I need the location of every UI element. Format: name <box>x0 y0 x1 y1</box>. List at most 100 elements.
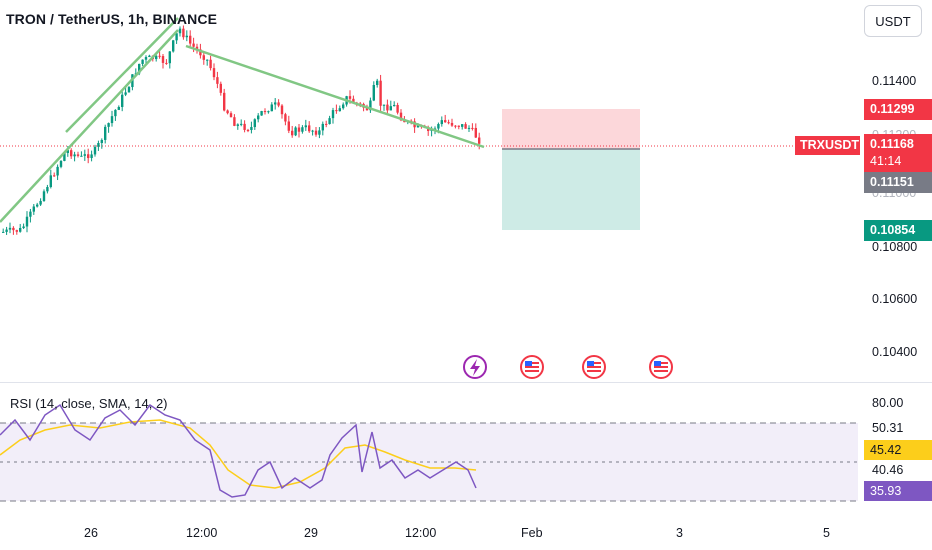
rsi-line <box>0 403 477 498</box>
candle-body <box>63 152 66 161</box>
candle-body <box>284 114 287 122</box>
candle-body <box>464 124 467 129</box>
candle-body <box>372 85 375 101</box>
entry-price-tag: 0.11151 <box>864 172 932 193</box>
take-profit-zone[interactable] <box>502 149 640 230</box>
candle-body <box>12 227 15 231</box>
candle-body <box>144 57 148 60</box>
candle-body <box>178 28 182 34</box>
candle-body <box>461 124 464 127</box>
candle-body <box>379 80 382 106</box>
stop-loss-zone[interactable] <box>502 109 640 149</box>
price-tick: 0.10600 <box>872 292 918 306</box>
candle-body <box>280 105 284 115</box>
candle-body <box>42 191 46 201</box>
candle-body <box>161 56 165 63</box>
candle-body <box>437 124 440 129</box>
time-tick: Feb <box>521 526 543 540</box>
stop-loss-price-tag: 0.11299 <box>864 99 932 120</box>
candle-body <box>450 122 454 126</box>
candle-body <box>56 166 59 176</box>
candle-body <box>396 104 399 113</box>
currency-button[interactable]: USDT <box>864 5 922 37</box>
time-tick: 26 <box>84 526 98 540</box>
candle-body <box>352 98 355 103</box>
candle-body <box>192 43 195 47</box>
candle-body <box>46 187 49 192</box>
us-flag-event-icon[interactable] <box>582 355 606 379</box>
candle-body <box>39 200 42 205</box>
candle-body <box>148 55 151 58</box>
candle-body <box>158 55 161 57</box>
candles <box>2 25 481 235</box>
rsi-tick: 50.31 <box>872 421 904 435</box>
candle-body <box>185 35 188 38</box>
time-tick: 12:00 <box>186 526 218 540</box>
candle-body <box>87 154 90 159</box>
candle-body <box>294 127 297 136</box>
candle-body <box>382 104 386 106</box>
candle-body <box>155 55 158 60</box>
candle-body <box>206 59 209 61</box>
candle-body <box>76 154 80 156</box>
candle-body <box>212 68 216 78</box>
trendline-lower[interactable] <box>0 29 179 223</box>
candle-body <box>236 124 239 126</box>
candle-body <box>311 130 314 132</box>
candle-body <box>257 115 260 120</box>
us-flag-event-icon[interactable] <box>520 355 544 379</box>
candle-body <box>93 146 97 155</box>
candle-body <box>172 40 175 52</box>
symbol-title: TRON / TetherUS, 1h, BINANCE <box>6 11 218 27</box>
candle-body <box>66 150 69 153</box>
candle-body <box>263 111 267 113</box>
candle-body <box>321 123 324 131</box>
candle-body <box>202 55 205 60</box>
trendline-upper[interactable] <box>65 17 179 133</box>
candle-body <box>90 154 93 159</box>
candle-body <box>32 206 35 212</box>
candle-body <box>243 123 246 130</box>
candle-body <box>107 123 110 127</box>
rsi-legend[interactable]: RSI (14, close, SMA, 14, 2) <box>10 396 168 411</box>
candle-body <box>22 226 25 228</box>
us-flag-event-icon[interactable] <box>649 355 673 379</box>
candle-body <box>53 175 56 177</box>
candle-body <box>474 127 477 138</box>
lightning-event-icon[interactable] <box>463 355 487 379</box>
candle-body <box>287 121 290 131</box>
candle-body <box>100 139 103 144</box>
candle-body <box>15 230 18 232</box>
candle-body <box>121 94 124 107</box>
candle-body <box>5 229 8 232</box>
price-tick: 0.11400 <box>872 74 917 88</box>
candle-body <box>182 28 185 38</box>
candle-body <box>246 129 250 131</box>
time-tick: 5 <box>823 526 830 540</box>
candle-body <box>328 118 331 125</box>
candle-body <box>393 104 396 107</box>
candle-body <box>250 127 253 131</box>
candle-body <box>80 155 83 157</box>
candle-body <box>104 126 107 140</box>
candle-body <box>348 96 352 99</box>
candle-body <box>318 130 321 135</box>
candle-body <box>216 77 219 84</box>
pane-divider[interactable] <box>0 382 932 383</box>
candle-body <box>478 137 481 144</box>
candle-body <box>467 127 471 129</box>
candle-body <box>49 175 52 188</box>
candle-body <box>2 231 5 233</box>
candle-body <box>229 113 233 118</box>
candle-body <box>29 211 32 217</box>
time-tick: 3 <box>676 526 683 540</box>
candle-body <box>338 108 341 112</box>
trendline-down[interactable] <box>185 44 485 149</box>
current-price-tag: 0.11168 41:14 <box>864 134 932 172</box>
candle-body <box>199 49 202 56</box>
rsi-tick: 80.00 <box>872 396 904 410</box>
candle-body <box>83 154 86 156</box>
candle-body <box>138 63 141 74</box>
